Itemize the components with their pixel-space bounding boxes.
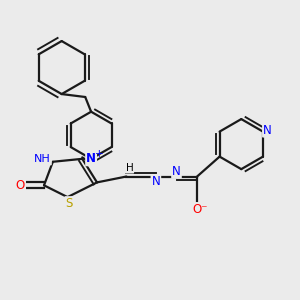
Text: +: +: [95, 148, 104, 158]
Text: N: N: [86, 152, 96, 165]
Text: H: H: [125, 163, 133, 173]
Text: N: N: [263, 124, 272, 136]
Text: O⁻: O⁻: [192, 203, 208, 216]
Text: N: N: [172, 165, 181, 178]
Text: O: O: [16, 179, 25, 192]
Text: S: S: [65, 197, 73, 210]
Text: NH: NH: [34, 154, 51, 164]
Text: N: N: [152, 175, 160, 188]
